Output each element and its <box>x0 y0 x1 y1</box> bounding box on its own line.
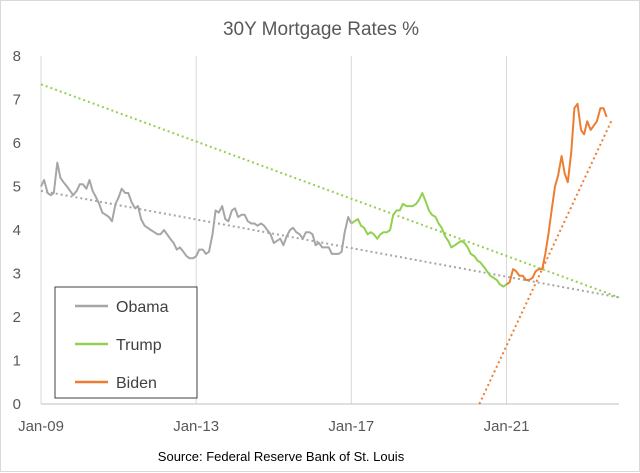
trendline-layer <box>40 83 620 405</box>
x-tick-label-0: Jan-09 <box>18 418 64 435</box>
x-tick-label-1: Jan-13 <box>173 418 219 435</box>
y-tick-label-1: 1 <box>13 353 21 370</box>
y-tick-label-5: 5 <box>13 179 21 196</box>
y-tick-label-0: 0 <box>13 396 21 413</box>
y-tick-label-8: 8 <box>13 48 21 65</box>
trendline-obama <box>40 189 620 299</box>
y-tick-label-2: 2 <box>13 309 21 326</box>
trendline-trump <box>40 83 620 299</box>
y-tick-label-7: 7 <box>13 92 21 109</box>
legend-label-trump: Trump <box>116 337 162 354</box>
y-tick-label-4: 4 <box>13 222 21 239</box>
series-line-biden <box>505 102 608 286</box>
chart-title: 30Y Mortgage Rates % <box>223 19 419 40</box>
legend-label-obama: Obama <box>116 299 169 316</box>
axis-layer: Jan-09 Jan-13 Jan-17 Jan-21 0 1 2 3 4 5 6 7 8 <box>13 48 619 435</box>
legend: Obama Trump Biden <box>54 286 198 399</box>
legend-label-biden: Biden <box>116 375 157 392</box>
x-tick-label-3: Jan-21 <box>484 418 530 435</box>
series-layer <box>40 102 608 288</box>
series-line-trump <box>350 192 508 288</box>
chart-source-note: Source: Federal Reserve Bank of St. Loui… <box>158 449 405 464</box>
x-tick-label-2: Jan-17 <box>328 418 374 435</box>
y-tick-label-3: 3 <box>13 266 21 283</box>
series-line-obama <box>40 161 353 260</box>
y-tick-label-6: 6 <box>13 135 21 152</box>
trendline-biden <box>478 120 613 405</box>
